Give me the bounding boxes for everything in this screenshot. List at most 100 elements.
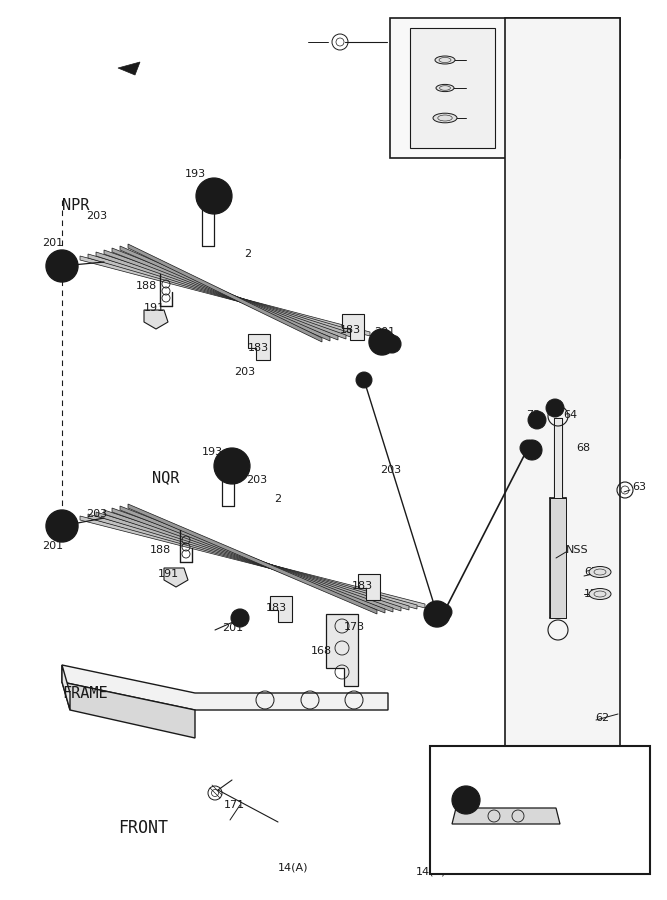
Text: 193: 193 (185, 169, 206, 179)
Text: 171: 171 (224, 800, 245, 810)
Polygon shape (88, 514, 417, 609)
Polygon shape (104, 510, 401, 611)
Circle shape (369, 329, 395, 355)
Text: 203: 203 (380, 465, 401, 475)
Text: 65: 65 (584, 567, 598, 577)
Text: 201: 201 (374, 327, 395, 337)
Polygon shape (104, 250, 346, 339)
Text: 17: 17 (584, 589, 598, 599)
Polygon shape (62, 665, 388, 710)
Text: 191: 191 (144, 303, 165, 313)
Text: 203: 203 (234, 367, 255, 377)
Text: 168: 168 (311, 646, 332, 656)
Text: A: A (462, 795, 470, 805)
Circle shape (46, 510, 78, 542)
Circle shape (356, 372, 372, 388)
Text: 183: 183 (266, 603, 287, 613)
Polygon shape (120, 246, 330, 341)
Text: 63: 63 (632, 482, 646, 492)
Polygon shape (128, 504, 377, 614)
Ellipse shape (589, 566, 611, 578)
Circle shape (452, 786, 480, 814)
Circle shape (424, 601, 450, 627)
Text: 203: 203 (246, 475, 267, 485)
Polygon shape (248, 334, 270, 360)
Text: 201: 201 (222, 623, 243, 633)
Circle shape (546, 399, 564, 417)
Text: 62: 62 (595, 713, 609, 723)
Polygon shape (270, 596, 292, 622)
Circle shape (196, 178, 232, 214)
Text: 14(B): 14(B) (416, 867, 446, 877)
Polygon shape (120, 506, 385, 613)
Circle shape (214, 448, 250, 484)
Text: 73: 73 (526, 410, 540, 420)
Polygon shape (164, 568, 188, 587)
Polygon shape (112, 248, 338, 340)
Polygon shape (80, 516, 425, 608)
Text: 65: 65 (468, 843, 482, 853)
Polygon shape (96, 512, 409, 610)
Text: 68: 68 (576, 443, 590, 453)
Text: 14(A): 14(A) (278, 862, 309, 872)
Bar (430, 746, 650, 874)
Text: A: A (228, 461, 236, 471)
Circle shape (231, 609, 249, 627)
Text: NPR: NPR (62, 197, 89, 212)
Polygon shape (144, 310, 168, 329)
Polygon shape (410, 28, 495, 148)
Bar (550, 498, 566, 618)
Text: ASSIST SIDE: ASSIST SIDE (455, 832, 538, 845)
Polygon shape (505, 18, 620, 812)
Text: 18: 18 (468, 795, 482, 805)
Ellipse shape (435, 56, 455, 64)
Text: NSS: NSS (566, 545, 588, 555)
Text: 188: 188 (150, 545, 171, 555)
Circle shape (528, 411, 546, 429)
Circle shape (522, 440, 542, 460)
Text: 2: 2 (244, 249, 251, 259)
Polygon shape (96, 252, 354, 338)
Text: 201: 201 (42, 238, 63, 248)
Text: FRONT: FRONT (118, 819, 168, 837)
Text: 183: 183 (248, 343, 269, 353)
Text: 17: 17 (468, 821, 482, 831)
Polygon shape (112, 508, 393, 612)
Text: 201: 201 (42, 541, 63, 551)
Polygon shape (88, 254, 362, 337)
Text: 203: 203 (86, 211, 107, 221)
Text: 193: 193 (202, 447, 223, 457)
Text: FRAME: FRAME (62, 686, 107, 700)
Circle shape (520, 440, 536, 456)
Polygon shape (118, 62, 140, 75)
Ellipse shape (436, 85, 454, 92)
Polygon shape (326, 614, 358, 686)
Circle shape (383, 335, 401, 353)
Polygon shape (62, 665, 70, 710)
Circle shape (221, 467, 235, 481)
Text: 2: 2 (274, 494, 281, 504)
Polygon shape (128, 244, 322, 342)
Text: 203: 203 (86, 509, 107, 519)
Text: 491: 491 (544, 788, 565, 798)
Polygon shape (358, 574, 380, 600)
Polygon shape (80, 256, 370, 336)
Ellipse shape (433, 113, 457, 122)
Polygon shape (452, 808, 560, 824)
Polygon shape (342, 314, 364, 340)
Text: 183: 183 (352, 581, 373, 591)
Ellipse shape (589, 589, 611, 599)
Bar (554, 418, 562, 498)
Text: 183: 183 (340, 325, 361, 335)
Circle shape (46, 250, 78, 282)
Text: A: A (210, 191, 218, 201)
Polygon shape (62, 682, 195, 738)
Text: 191: 191 (158, 569, 179, 579)
Text: 188: 188 (136, 281, 157, 291)
Circle shape (429, 606, 445, 622)
Circle shape (436, 604, 452, 620)
Text: NQR: NQR (152, 471, 179, 485)
Polygon shape (390, 18, 620, 158)
Text: 173: 173 (344, 622, 365, 632)
Text: 64: 64 (563, 410, 577, 420)
